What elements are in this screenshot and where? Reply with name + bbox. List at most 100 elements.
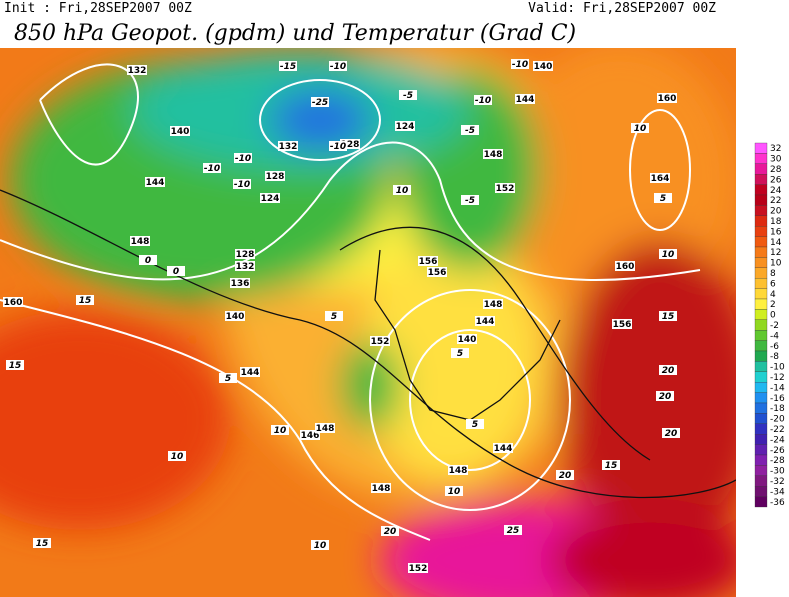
geopotential-label: 148 (484, 150, 503, 160)
colorbar-cell (754, 184, 768, 196)
colorbar-cell (754, 236, 768, 248)
colorbar-label: 6 (770, 279, 776, 289)
colorbar-cell (754, 278, 768, 289)
colorbar-cell (754, 444, 768, 456)
temperature-label: 5 (660, 194, 666, 204)
geopotential-label-box (240, 367, 260, 377)
temperature-label-box (631, 123, 649, 133)
geopotential-label: 144 (494, 444, 513, 454)
temperature-label: 5 (331, 312, 337, 322)
colorbar-label: -32 (770, 477, 785, 487)
colorbar-cell (754, 288, 768, 300)
temperature-label-box (76, 295, 94, 305)
temperature-label: 25 (507, 526, 520, 536)
geopotential-label-box (495, 183, 515, 193)
geopotential-label-box (340, 139, 360, 149)
geopotential-label: 124 (261, 194, 280, 204)
temperature-label: -10 (235, 154, 251, 164)
colorbar-label: 22 (770, 196, 781, 206)
geopotential-label: 148 (372, 484, 391, 494)
colorbar-label: 26 (770, 175, 782, 185)
colorbar-label: -22 (770, 425, 785, 435)
init-time: Init : Fri,28SEP2007 00Z (4, 1, 192, 16)
temperature-label-box (504, 525, 522, 535)
colorbar-cell (754, 153, 768, 164)
geopotential-label-box (260, 193, 280, 203)
temperature-label: -10 (330, 142, 346, 152)
geopotential-label-box (370, 336, 390, 346)
temperature-label: 15 (605, 461, 618, 471)
geopotential-label-box (408, 563, 428, 573)
colorbar-cell (754, 423, 768, 435)
geopotential-label: 124 (396, 122, 415, 132)
colorbar-label: 12 (770, 248, 781, 258)
geopotential-label: 148 (316, 424, 335, 434)
geopotential-label: 144 (241, 368, 260, 378)
temperature-label: -10 (475, 96, 491, 106)
temperature-label: 0 (145, 256, 151, 266)
temperature-label-box (311, 97, 329, 107)
colorbar-label: -8 (770, 352, 779, 362)
geopotential-label-box (475, 316, 495, 326)
temperature-label-box (659, 311, 677, 321)
geopotential-label-box (265, 171, 285, 181)
temperature-label: 15 (36, 539, 49, 549)
geopotential-label: 136 (231, 279, 250, 289)
temperature-label-box (6, 360, 24, 370)
temperature-label-box (329, 61, 347, 71)
colorbar-cell (754, 371, 768, 383)
geopotential-label-box (515, 94, 535, 104)
temperature-label-box (659, 249, 677, 259)
temperature-label: 20 (665, 429, 678, 439)
geopotential-label-box (235, 249, 255, 259)
temperature-label-box (329, 141, 347, 151)
geopotential-label-box (3, 297, 23, 307)
temperature-label: 10 (634, 124, 647, 134)
colorbar-cell (754, 194, 768, 206)
colorbar-label: -36 (770, 498, 785, 508)
geopotential-label: 128 (236, 250, 255, 260)
temperature-label-box (656, 391, 674, 401)
geopotential-label: 132 (236, 262, 255, 272)
geopotential-label: 148 (131, 237, 150, 247)
colorbar-cell (754, 413, 768, 424)
geopotential-label: 152 (496, 184, 515, 194)
map-title: 850 hPa Geopot. (gpdm) und Temperatur (G… (14, 21, 576, 46)
colorbar-cell (754, 392, 768, 404)
geopotential-label: 144 (476, 317, 495, 327)
geopotential-label-box (170, 126, 190, 136)
geopotential-label: 160 (658, 94, 677, 104)
colorbar-cell (754, 298, 768, 310)
colorbar-cell (754, 319, 768, 331)
temperature-label: 0 (173, 267, 179, 277)
geopotential-label-box (448, 465, 468, 475)
temperature-label-box (381, 526, 399, 536)
geopotential-label-box (225, 311, 245, 321)
temperature-label-box (325, 311, 343, 321)
colorbar-label: 28 (770, 165, 782, 175)
colorbar-label: 24 (770, 186, 782, 196)
colorbar-label: 0 (770, 311, 776, 321)
temperature-label: 15 (79, 296, 92, 306)
temperature-label-box (474, 95, 492, 105)
geopotential-label: 140 (534, 62, 553, 72)
temperature-label: -10 (330, 62, 346, 72)
temperature-label-box (654, 193, 672, 203)
map-area (0, 48, 736, 597)
colorbar-label: 8 (770, 269, 776, 279)
colorbar-label: 10 (770, 259, 782, 269)
geopotential-label: 156 (428, 268, 447, 278)
colorbar-label: -10 (770, 363, 785, 373)
geopotential-label-box (395, 121, 415, 131)
geopotential-label-box (127, 65, 147, 75)
temperature-label-box (445, 486, 463, 496)
geopotential-label-box (533, 61, 553, 71)
colorbar-label: 32 (770, 144, 781, 154)
temperature-label: -10 (512, 60, 528, 70)
geopotential-label: 148 (449, 466, 468, 476)
temperature-label-box (168, 451, 186, 461)
geopotential-label: 156 (419, 257, 438, 267)
temperature-label: -15 (280, 62, 296, 72)
temperature-label-box (139, 255, 157, 265)
colorbar-cell (754, 361, 768, 372)
